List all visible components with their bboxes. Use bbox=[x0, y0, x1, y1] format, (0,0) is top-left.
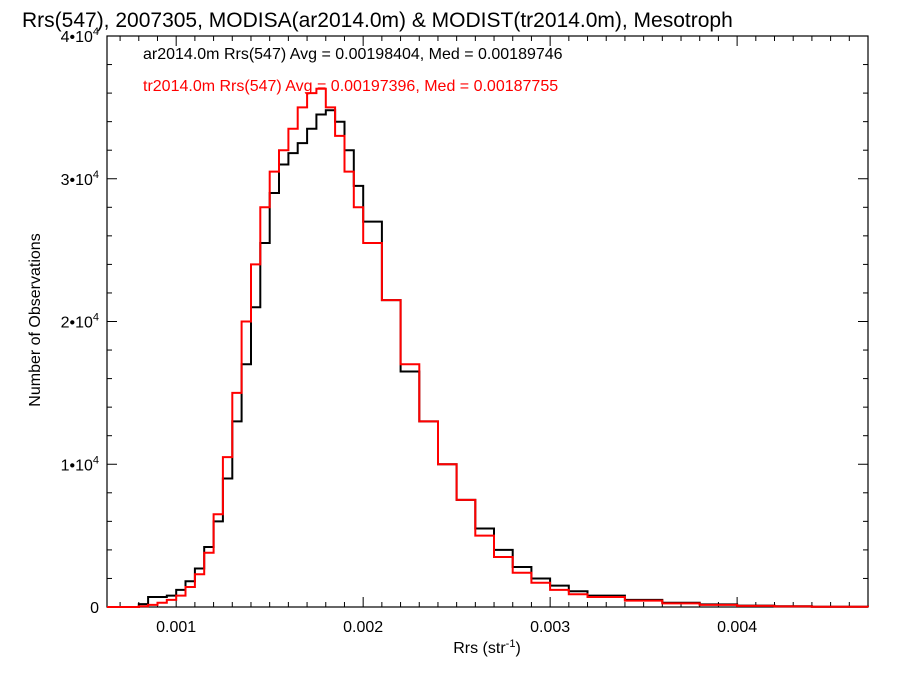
y-tick-label-mantissa: 2•10 bbox=[61, 315, 93, 332]
x-tick-label: 0.002 bbox=[343, 619, 383, 636]
y-tick-label: 2•104 bbox=[61, 312, 99, 332]
y-tick-label-mantissa: 3•10 bbox=[61, 172, 93, 189]
y-tick-label-exponent: 4 bbox=[93, 169, 99, 181]
y-tick-label: 0 bbox=[90, 600, 99, 617]
series-layer bbox=[107, 87, 869, 608]
x-tick-label: 0.001 bbox=[156, 619, 196, 636]
x-tick-label: 0.003 bbox=[530, 619, 570, 636]
x-axis-label-base: Rrs (str bbox=[453, 640, 506, 657]
x-tick-label: 0.004 bbox=[717, 619, 757, 636]
y-tick-label: 4•104 bbox=[61, 26, 99, 46]
y-tick-label-exponent: 4 bbox=[93, 312, 99, 324]
y-axis-label: Number of Observations bbox=[27, 233, 44, 406]
y-tick-label-mantissa: 0 bbox=[90, 600, 99, 617]
y-tick-label-exponent: 4 bbox=[93, 454, 99, 466]
x-axis-label-close: ) bbox=[515, 640, 520, 657]
y-tick-label-mantissa: 1•10 bbox=[61, 457, 93, 474]
legend-entry-tr2014: tr2014.0m Rrs(547) Avg = 0.00197396, Med… bbox=[143, 78, 558, 95]
series-line-tr2014 bbox=[107, 87, 869, 608]
x-axis-label-superscript: -1 bbox=[506, 638, 516, 650]
y-tick-label: 1•104 bbox=[61, 454, 99, 474]
y-tick-label-mantissa: 4•10 bbox=[61, 29, 93, 46]
chart-title: Rrs(547), 2007305, MODISA(ar2014.0m) & M… bbox=[22, 9, 733, 32]
y-tick-label-exponent: 4 bbox=[93, 26, 99, 38]
x-axis-label: Rrs (str-1) bbox=[453, 638, 521, 657]
legend-entry-ar2014: ar2014.0m Rrs(547) Avg = 0.00198404, Med… bbox=[143, 46, 563, 63]
y-tick-label: 3•104 bbox=[61, 169, 99, 189]
